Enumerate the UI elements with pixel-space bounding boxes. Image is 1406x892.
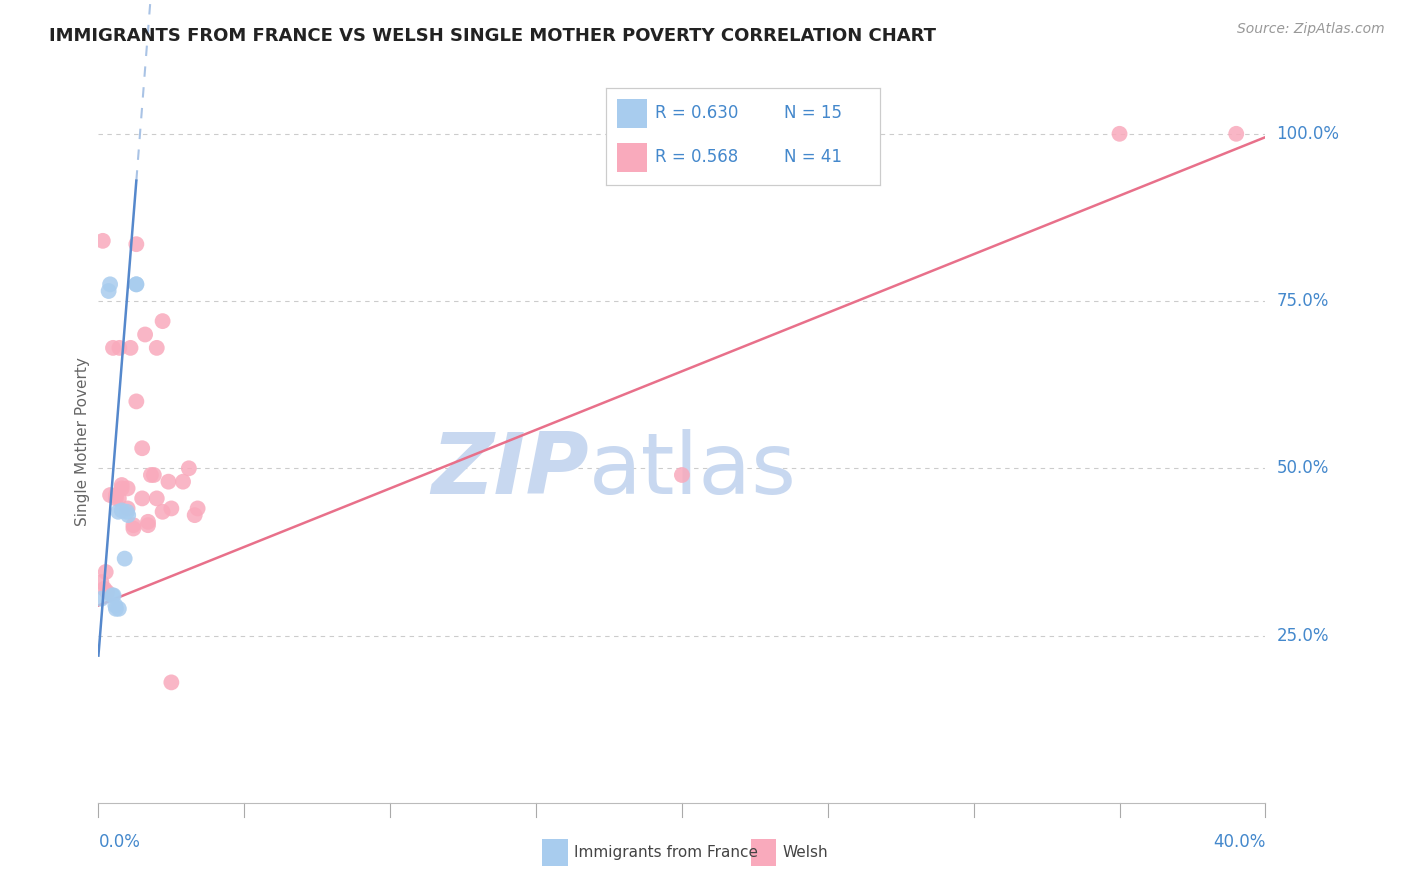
Point: [160, 675, 183, 690]
Point: [93, 582, 115, 596]
Point: [90, 575, 112, 590]
Point: [125, 394, 148, 409]
Point: [136, 515, 159, 529]
Point: [91, 234, 114, 248]
Text: Welsh: Welsh: [782, 846, 828, 860]
Point: [117, 482, 139, 496]
Point: [111, 478, 134, 492]
Point: [101, 341, 124, 355]
Point: [108, 491, 131, 506]
Bar: [751, 839, 776, 866]
Bar: [543, 839, 568, 866]
Point: [152, 505, 174, 519]
Point: [1225, 127, 1247, 141]
Point: [134, 327, 156, 342]
Point: [125, 277, 148, 292]
Point: [131, 442, 153, 455]
Point: [101, 589, 124, 603]
Point: [139, 467, 162, 482]
Point: [115, 505, 138, 519]
Point: [108, 602, 131, 616]
Point: [146, 491, 169, 506]
Text: 100.0%: 100.0%: [1277, 125, 1340, 143]
Y-axis label: Single Mother Poverty: Single Mother Poverty: [75, 357, 90, 526]
Text: 25.0%: 25.0%: [1277, 626, 1329, 645]
Point: [103, 589, 125, 603]
Point: [94, 565, 117, 579]
Point: [172, 475, 194, 489]
Point: [96, 585, 118, 599]
Text: 75.0%: 75.0%: [1277, 292, 1329, 310]
Point: [136, 518, 159, 533]
Point: [104, 488, 127, 502]
Point: [114, 551, 136, 566]
Point: [671, 467, 693, 482]
Point: [90, 591, 112, 606]
Point: [104, 491, 127, 506]
Text: 50.0%: 50.0%: [1277, 459, 1329, 477]
Point: [142, 467, 165, 482]
Text: 40.0%: 40.0%: [1213, 833, 1265, 851]
Point: [108, 341, 131, 355]
Point: [122, 521, 145, 535]
Point: [122, 518, 145, 533]
Point: [160, 501, 183, 516]
Point: [120, 341, 142, 355]
Point: [187, 501, 209, 516]
Point: [107, 505, 129, 519]
Point: [1108, 127, 1130, 141]
Point: [183, 508, 205, 523]
Text: Source: ZipAtlas.com: Source: ZipAtlas.com: [1237, 22, 1385, 37]
Point: [177, 461, 200, 475]
Text: ZIP: ZIP: [430, 429, 589, 512]
Point: [104, 602, 127, 616]
Text: IMMIGRANTS FROM FRANCE VS WELSH SINGLE MOTHER POVERTY CORRELATION CHART: IMMIGRANTS FROM FRANCE VS WELSH SINGLE M…: [49, 27, 936, 45]
Point: [111, 482, 134, 496]
Point: [152, 314, 174, 328]
Point: [117, 508, 139, 523]
Text: atlas: atlas: [589, 429, 797, 512]
Text: 0.0%: 0.0%: [98, 833, 141, 851]
Point: [131, 491, 153, 506]
Text: Immigrants from France: Immigrants from France: [574, 846, 758, 860]
Point: [146, 341, 169, 355]
Point: [98, 488, 121, 502]
Point: [111, 503, 134, 517]
Point: [157, 475, 180, 489]
Point: [117, 501, 139, 516]
Point: [97, 284, 120, 298]
Point: [125, 237, 148, 252]
Point: [125, 277, 148, 292]
Point: [104, 599, 127, 613]
Point: [98, 277, 121, 292]
